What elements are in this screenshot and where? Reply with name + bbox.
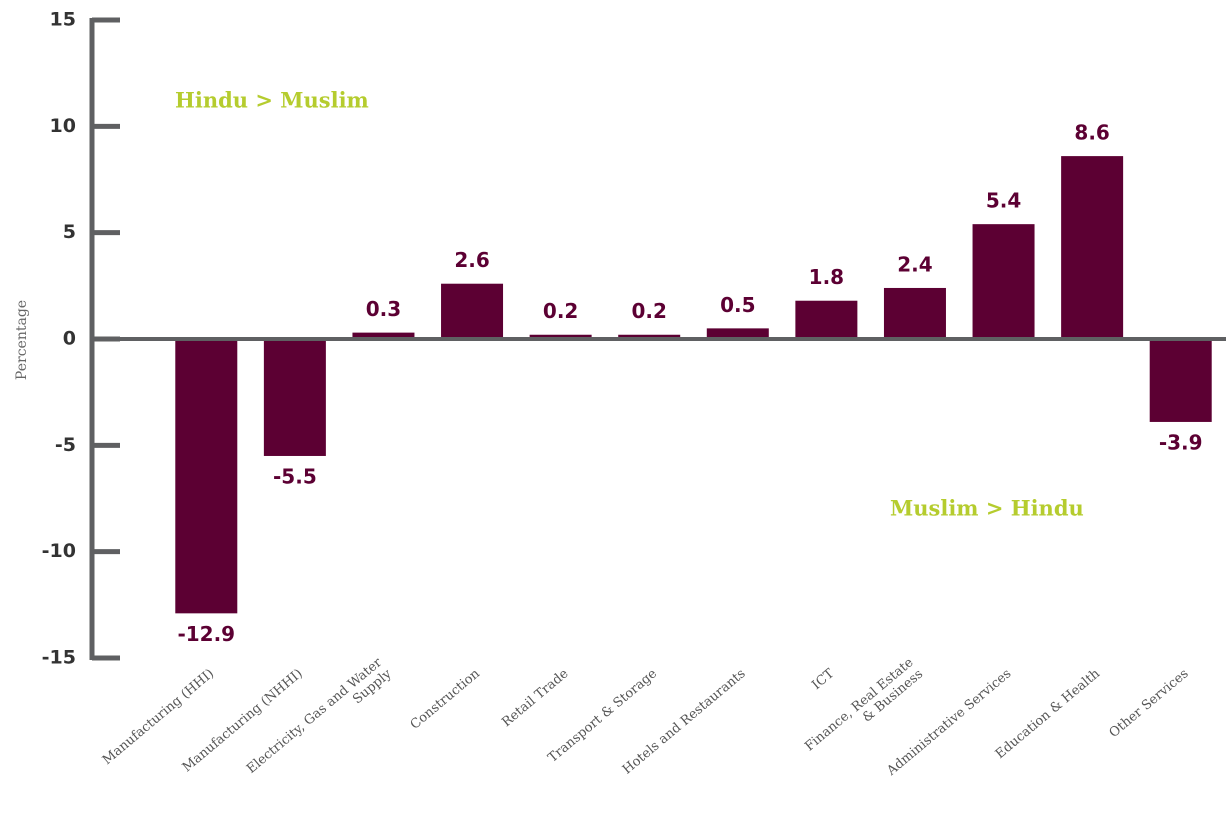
x-tick-label: Electricity, Gas and WaterSupply bbox=[244, 654, 395, 788]
value-label: 0.2 bbox=[543, 299, 578, 323]
value-label: 1.8 bbox=[809, 265, 844, 289]
value-label: 0.5 bbox=[720, 293, 755, 317]
y-tick-label: -15 bbox=[42, 647, 76, 669]
bar bbox=[441, 283, 504, 339]
x-tick-label: Construction bbox=[408, 666, 484, 733]
y-tick-label: 15 bbox=[50, 9, 76, 31]
value-label: 0.3 bbox=[366, 297, 401, 321]
bar bbox=[1061, 156, 1124, 339]
bar bbox=[352, 332, 415, 339]
bar bbox=[972, 224, 1035, 339]
value-label: 2.6 bbox=[454, 248, 489, 272]
x-tick-label: ICT bbox=[809, 666, 837, 693]
bar bbox=[263, 339, 326, 456]
x-tick-label: Other Services bbox=[1107, 666, 1192, 741]
bar bbox=[529, 334, 592, 339]
y-tick-label: 10 bbox=[50, 115, 76, 137]
y-tick-label: 5 bbox=[63, 221, 76, 243]
bar bbox=[175, 339, 238, 614]
y-tick-label: 0 bbox=[63, 328, 76, 350]
value-label: 2.4 bbox=[897, 252, 932, 276]
y-axis-label: Percentage bbox=[14, 300, 30, 380]
value-label: -5.5 bbox=[273, 464, 317, 488]
value-label: 8.6 bbox=[1074, 121, 1109, 145]
annotation: Muslim > Hindu bbox=[890, 496, 1084, 521]
bar bbox=[706, 328, 769, 339]
x-tick-label: Retail Trade bbox=[499, 666, 571, 730]
value-label: -12.9 bbox=[177, 622, 235, 646]
annotation: Hindu > Muslim bbox=[175, 88, 369, 113]
value-label: 0.2 bbox=[631, 299, 666, 323]
bar bbox=[1149, 339, 1212, 422]
value-label: -3.9 bbox=[1159, 430, 1203, 454]
bar bbox=[795, 300, 858, 339]
y-tick-label: -10 bbox=[42, 540, 76, 562]
bar bbox=[883, 287, 946, 339]
y-tick-label: -5 bbox=[55, 434, 76, 456]
bar bbox=[618, 334, 681, 339]
value-label: 5.4 bbox=[986, 189, 1021, 213]
